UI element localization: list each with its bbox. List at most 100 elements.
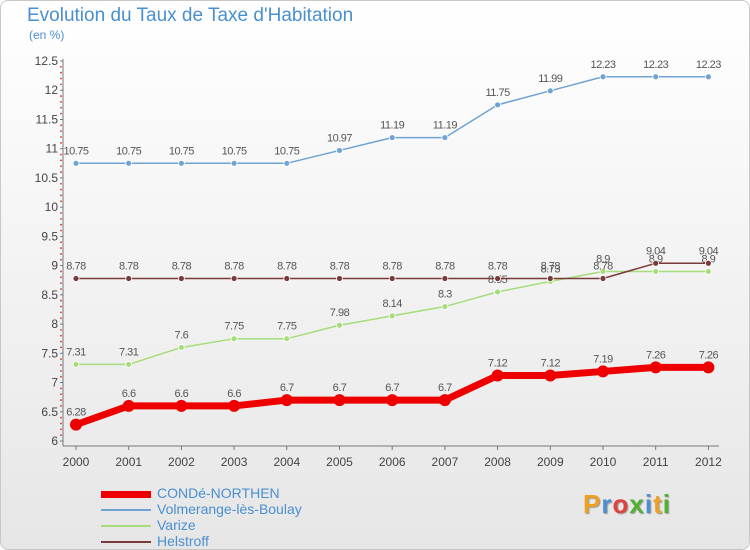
data-point: [177, 344, 185, 351]
logo-letter: i: [662, 489, 671, 519]
data-point: [70, 418, 82, 431]
data-label: 12.23: [696, 59, 721, 71]
data-label: 8.78: [224, 260, 244, 272]
legend-swatch: [101, 509, 151, 511]
data-label: 6.28: [66, 407, 86, 419]
y-minor-dot: [60, 387, 62, 390]
y-minor-dot: [60, 369, 62, 372]
x-tick-label: 2004: [273, 455, 300, 469]
data-point: [125, 275, 133, 282]
data-label: 8.78: [277, 260, 297, 272]
data-point: [336, 147, 343, 154]
data-label: 7.31: [119, 346, 139, 358]
data-label: 9.04: [699, 245, 719, 257]
y-minor-dot: [60, 65, 62, 68]
data-label: 8.78: [172, 260, 192, 272]
y-tick-label: 12.5: [35, 54, 59, 68]
y-minor-dot: [60, 253, 62, 255]
data-point: [333, 394, 346, 407]
y-minor-dot: [60, 136, 62, 138]
x-tick-label: 2010: [590, 455, 617, 469]
data-point: [494, 101, 502, 109]
data-label: 10.75: [63, 145, 88, 157]
data-point: [546, 87, 554, 95]
y-minor-dot: [60, 434, 62, 437]
line-chart: 6 6.5 7 7.5 8 8.5 9 9.5 10 10.5 11 11.5 12 12.5 2000 20…: [35, 54, 722, 469]
y-minor-dot: [60, 270, 62, 273]
y-minor-dot: [60, 171, 62, 173]
data-point: [441, 134, 449, 141]
y-unit-label: (en %): [29, 28, 65, 42]
logo-letter: o: [612, 489, 630, 519]
y-minor-dot: [60, 95, 62, 97]
data-point: [494, 288, 502, 296]
data-point: [283, 335, 291, 343]
data-point: [336, 321, 343, 329]
legend-swatch: [101, 490, 151, 498]
data-label: 8.78: [66, 260, 86, 272]
y-minor-dot: [60, 364, 62, 366]
data-label: 6.6: [227, 388, 241, 400]
logo-letter: x: [629, 489, 645, 519]
legend-item: Helstroff: [101, 533, 361, 549]
data-point: [125, 159, 133, 167]
data-label: 7.26: [646, 349, 666, 361]
y-minor-dot: [60, 200, 62, 203]
y-minor-dot: [60, 399, 62, 401]
data-label: 7.12: [488, 358, 508, 370]
y-minor-dot: [60, 71, 62, 74]
data-point: [441, 275, 449, 282]
y-minor-dot: [60, 282, 62, 285]
y-minor-dot: [60, 106, 62, 109]
legend-swatch: [101, 525, 151, 527]
data-label: 6.7: [333, 382, 347, 394]
data-point: [705, 268, 712, 275]
data-label: 8.3: [438, 289, 452, 301]
x-tick-label: 2012: [695, 455, 722, 469]
x-tick-label: 2002: [168, 455, 195, 469]
y-minor-dot: [60, 375, 62, 378]
y-minor-dot: [60, 311, 62, 314]
y-minor-dot: [60, 165, 62, 168]
data-point: [652, 259, 660, 267]
data-label: 10.75: [116, 145, 141, 157]
y-tick-label: 12: [45, 83, 59, 97]
x-tick-label: 2011: [643, 455, 669, 469]
y-minor-dot: [60, 358, 62, 361]
data-point: [336, 275, 343, 282]
y-tick-label: 10: [45, 200, 59, 214]
legend-item: CONDé-NORTHEN: [101, 485, 361, 502]
y-minor-dot: [60, 340, 62, 343]
y-minor-dot: [60, 276, 62, 279]
y-minor-dot: [60, 393, 62, 396]
legend-swatch: [101, 541, 151, 543]
data-label: 8.78: [330, 260, 350, 272]
data-point: [280, 394, 293, 407]
y-minor-dot: [60, 422, 62, 425]
y-minor-dot: [60, 212, 62, 214]
data-point: [386, 394, 399, 407]
y-minor-dot: [60, 101, 62, 103]
y-minor-dot: [60, 299, 62, 302]
x-tick-label: 2003: [221, 455, 248, 469]
data-label: 11.19: [433, 120, 458, 132]
data-label: 7.6: [175, 329, 189, 341]
data-label: 11.75: [485, 87, 510, 99]
data-point: [283, 275, 291, 282]
data-point: [491, 369, 504, 382]
data-label: 12.23: [643, 59, 668, 71]
data-point: [652, 268, 660, 275]
y-minor-dot: [60, 77, 62, 80]
data-label: 8.78: [593, 260, 613, 272]
data-label: 8.9: [596, 253, 610, 265]
data-label: 7.98: [330, 307, 350, 319]
data-point: [230, 335, 238, 343]
data-point: [705, 73, 712, 81]
data-point: [72, 159, 80, 167]
data-label: 8.78: [435, 260, 455, 272]
data-point: [72, 361, 80, 368]
x-tick-label: 2005: [326, 455, 353, 469]
y-minor-dot: [60, 217, 62, 220]
data-label: 6.7: [385, 382, 399, 394]
data-label: 8.78: [488, 260, 508, 272]
